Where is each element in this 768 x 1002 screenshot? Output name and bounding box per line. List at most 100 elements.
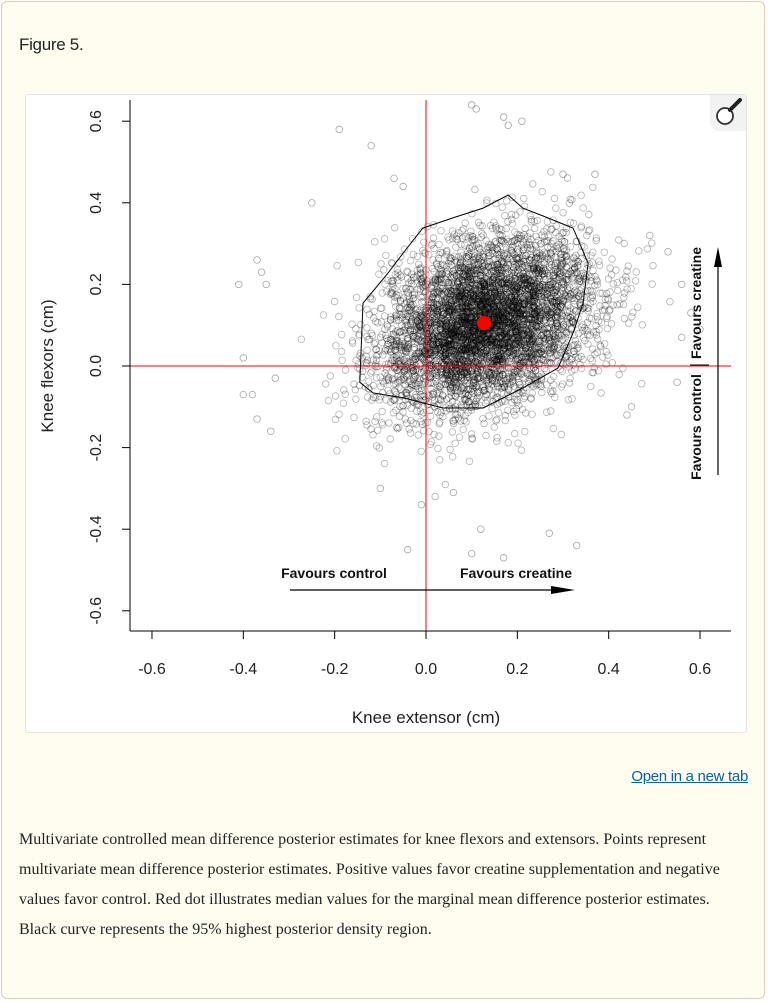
scatter-point <box>464 385 473 393</box>
scatter-point <box>463 345 472 353</box>
scatter-point <box>455 229 463 237</box>
scatter-point <box>407 308 415 317</box>
scatter-point <box>438 332 446 341</box>
scatter-point <box>540 334 548 342</box>
scatter-point <box>469 376 477 385</box>
scatter-point <box>525 334 533 342</box>
scatter-point <box>402 353 410 361</box>
scatter-point <box>511 278 519 286</box>
scatter-point <box>465 313 473 321</box>
scatter-point <box>559 322 567 331</box>
scatter-point <box>569 291 578 299</box>
scatter-point <box>516 380 524 389</box>
scatter-point <box>476 280 485 288</box>
scatter-point <box>458 292 466 300</box>
scatter-point <box>507 328 515 337</box>
scatter-point <box>476 302 484 311</box>
figure-image[interactable]: -0.6 -0.4 -0.2 0.0 0.2 0.4 0.6 -0.6 -0.4 -0.2 0.0 0… <box>25 94 747 733</box>
scatter-point <box>352 395 360 403</box>
scatter-point <box>447 340 455 348</box>
scatter-point <box>399 401 407 410</box>
scatter-point <box>516 309 525 317</box>
scatter-point <box>384 375 392 383</box>
scatter-point <box>558 237 566 245</box>
scatter-point <box>517 329 526 338</box>
scatter-point <box>461 232 469 241</box>
scatter-point <box>380 459 389 468</box>
scatter-point <box>378 304 386 312</box>
scatter-point <box>576 306 584 315</box>
scatter-point <box>608 255 616 263</box>
scatter-point <box>497 314 505 323</box>
scatter-point <box>411 372 419 380</box>
scatter-point <box>435 339 443 347</box>
scatter-point <box>490 292 498 301</box>
scatter-point <box>452 298 460 306</box>
scatter-point <box>504 306 512 314</box>
scatter-point <box>433 318 441 326</box>
scatter-point <box>381 312 389 320</box>
scatter-point <box>471 304 479 312</box>
scatter-point <box>365 310 373 319</box>
scatter-point <box>515 336 523 344</box>
scatter-point <box>478 366 486 375</box>
scatter-point <box>559 313 567 321</box>
scatter-point <box>542 304 550 312</box>
scatter-point <box>423 418 432 426</box>
scatter-point <box>559 298 567 306</box>
scatter-point <box>454 294 462 303</box>
scatter-point <box>455 433 464 441</box>
scatter-point <box>490 333 499 341</box>
scatter-point <box>513 321 521 329</box>
scatter-point <box>451 295 459 303</box>
scatter-point <box>335 312 343 321</box>
scatter-point <box>533 376 542 384</box>
scatter-point <box>577 222 586 230</box>
scatter-point <box>486 341 494 349</box>
scatter-point <box>518 286 527 294</box>
scatter-point <box>549 286 557 295</box>
scatter-point <box>526 329 534 338</box>
scatter-point <box>535 286 543 295</box>
scatter-point <box>534 236 542 245</box>
scatter-point <box>506 306 515 315</box>
scatter-point <box>507 210 516 219</box>
scatter-point <box>558 331 566 340</box>
scatter-point <box>468 341 477 349</box>
scatter-point <box>460 292 468 300</box>
scatter-point <box>440 303 448 311</box>
scatter-point <box>455 379 463 388</box>
scatter-point <box>514 249 522 257</box>
scatter-point <box>392 341 400 349</box>
scatter-point <box>410 371 418 379</box>
scatter-point <box>496 347 504 355</box>
scatter-point <box>404 303 412 311</box>
scatter-point <box>586 299 595 307</box>
scatter-point <box>488 334 496 342</box>
scatter-point <box>530 291 538 300</box>
scatter-point <box>368 295 376 303</box>
scatter-point <box>501 276 510 284</box>
scatter-point <box>531 366 540 375</box>
scatter-point <box>505 312 513 321</box>
scatter-point <box>549 304 557 313</box>
scatter-point <box>510 290 518 298</box>
scatter-point <box>556 297 564 305</box>
scatter-point <box>516 316 524 324</box>
scatter-point <box>470 379 478 387</box>
scatter-point <box>495 355 504 363</box>
scatter-point <box>413 285 421 293</box>
scatter-point <box>432 344 440 353</box>
scatter-point <box>433 339 441 348</box>
scatter-point <box>496 356 505 364</box>
scatter-point <box>460 295 468 303</box>
scatter-point <box>393 355 401 363</box>
scatter-point <box>514 269 522 278</box>
scatter-point <box>494 328 502 337</box>
scatter-point <box>440 301 448 310</box>
scatter-point <box>487 305 495 313</box>
scatter-point <box>578 254 586 262</box>
scatter-point <box>529 264 537 273</box>
scatter-point <box>551 393 559 401</box>
scatter-point <box>324 396 333 405</box>
